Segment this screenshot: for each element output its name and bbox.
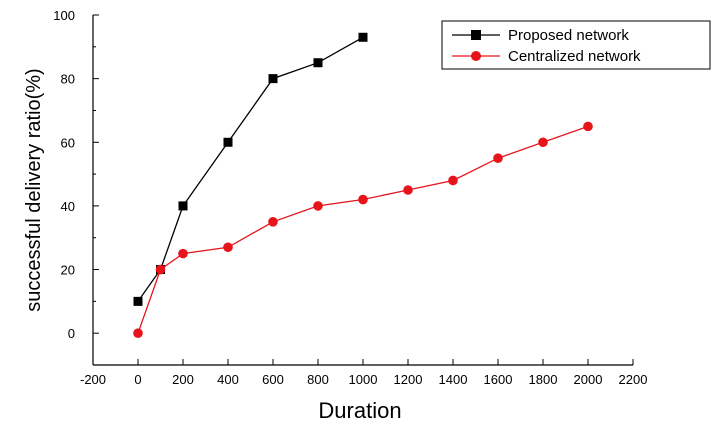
y-tick-label: 20 [61, 263, 75, 278]
x-tick-label: 2000 [574, 372, 603, 387]
x-tick-label: 0 [134, 372, 141, 387]
data-point-centralized-network [403, 185, 413, 195]
y-tick-label: 100 [53, 8, 75, 23]
series-line-centralized-network [137, 125, 589, 334]
data-point-centralized-network [493, 153, 503, 163]
series-layer [133, 32, 593, 338]
y-tick-label: 40 [61, 199, 75, 214]
data-point-centralized-network [155, 264, 166, 275]
data-point-centralized-network [223, 242, 233, 253]
legend-box [441, 20, 711, 70]
x-ticks: -200 0 200 400 600 800 1000 1200 1400 1600 1800 200… [80, 359, 647, 387]
data-point-proposed-network [358, 32, 368, 42]
data-point-proposed-network [133, 296, 143, 306]
y-tick-label: 0 [68, 326, 75, 341]
x-tick-label: 2200 [619, 372, 648, 387]
x-axis-title: Duration [318, 398, 401, 423]
data-point-centralized-network [178, 248, 188, 259]
data-point-proposed-network [268, 74, 278, 84]
x-tick-label: 200 [172, 372, 194, 387]
legend-marker-centralized [471, 51, 481, 61]
y-ticks: 0 20 40 60 80 100 [53, 8, 99, 366]
y-tick-label: 80 [61, 72, 75, 87]
y-tick-label: 60 [61, 135, 75, 150]
x-tick-label: 1600 [484, 372, 513, 387]
data-point-centralized-network [538, 137, 548, 148]
legend-marker-proposed [471, 30, 481, 40]
data-point-centralized-network [358, 194, 368, 205]
x-tick-label: -200 [80, 372, 106, 387]
x-tick-label: 1800 [529, 372, 558, 387]
y-axis-title: successful delivery ratio(%) [23, 68, 45, 311]
data-point-centralized-network [313, 201, 323, 211]
data-point-proposed-network [313, 58, 323, 68]
legend-label-proposed: Proposed network [508, 27, 629, 44]
data-point-proposed-network [223, 137, 233, 147]
data-point-centralized-network [448, 175, 458, 186]
data-point-centralized-network [268, 217, 278, 227]
x-tick-label: 1000 [349, 372, 378, 387]
x-tick-label: 600 [262, 372, 284, 387]
data-point-proposed-network [178, 201, 188, 211]
x-tick-label: 400 [217, 372, 239, 387]
data-point-centralized-network [133, 328, 143, 338]
legend: Proposed network Centralized network [441, 20, 711, 70]
x-tick-label: 800 [307, 372, 329, 387]
data-point-centralized-network [583, 121, 593, 132]
x-tick-label: 1200 [394, 372, 423, 387]
x-tick-label: 1400 [439, 372, 468, 387]
legend-label-centralized: Centralized network [508, 48, 641, 65]
